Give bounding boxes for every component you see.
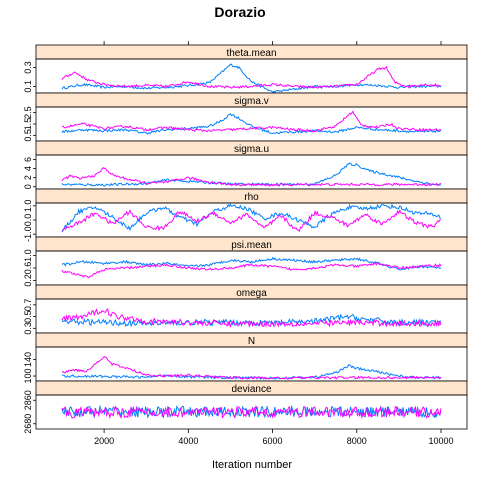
strip-label: sigma.u xyxy=(234,144,269,155)
y-tick-label: 0.3 xyxy=(23,61,33,74)
strip-label: psi.mean xyxy=(231,240,272,251)
y-tick-label: 0.0 xyxy=(23,214,33,227)
trace-series-1 xyxy=(61,203,442,233)
trace-series-1 xyxy=(61,162,442,187)
strip-label: theta.mean xyxy=(226,48,276,59)
y-tick-label: 1.5 xyxy=(23,118,33,131)
x-tick-label: 6000 xyxy=(263,436,283,446)
x-tick-label: 8000 xyxy=(347,436,367,446)
y-tick-label: 0.2 xyxy=(23,274,33,287)
panel-psi-mean: psi.mean 0.20.61.0 xyxy=(23,236,468,287)
strip-label: rho xyxy=(244,192,259,203)
y-tick-label: 0.5 xyxy=(23,310,33,323)
x-tick-label: 10000 xyxy=(428,436,453,446)
y-tick-label: 1.0 xyxy=(23,200,33,213)
trace-series-2 xyxy=(61,355,442,380)
trace-series-2 xyxy=(61,65,442,90)
strip-label: N xyxy=(248,336,255,347)
y-tick-label: 0.7 xyxy=(23,299,33,312)
y-tick-label: 0.5 xyxy=(23,129,33,142)
trace-series-2 xyxy=(61,405,442,420)
strip-label: sigma.v xyxy=(234,96,268,107)
trace-series-2 xyxy=(61,308,442,329)
panel-frame xyxy=(35,202,468,238)
panel-sigma-u: sigma.u 0 2 4 6 xyxy=(23,140,468,190)
y-tick-label: 1.0 xyxy=(23,249,33,262)
panel-stack: theta.mean0.10.3sigma.v0.51.52.5sigma.u0… xyxy=(23,44,468,434)
panel-rho: rho -1.00.01.0 xyxy=(23,188,468,242)
trace-series-2 xyxy=(61,209,441,233)
trace-series-2 xyxy=(61,110,442,133)
trace-series-1 xyxy=(61,364,442,381)
panel-omega: omega 0.30.50.7 xyxy=(23,284,468,335)
panel-sigma-v: sigma.v 0.51.52.5 xyxy=(23,92,468,142)
y-tick-label: -1.0 xyxy=(23,226,33,242)
y-tick-label: 140 xyxy=(23,352,33,367)
y-tick-label: 2 xyxy=(23,175,33,180)
trace-series-2 xyxy=(61,167,441,187)
y-tick-label: 0.1 xyxy=(23,80,33,93)
chart-title: Dorazio xyxy=(214,4,265,20)
strip-label: deviance xyxy=(231,384,271,395)
panel-frame xyxy=(35,298,468,334)
y-tick-label: 6 xyxy=(23,157,33,162)
trace-series-2 xyxy=(61,261,442,279)
panel-frame xyxy=(35,394,468,430)
trace-series-1 xyxy=(61,313,442,328)
y-tick-label: 100 xyxy=(23,369,33,384)
x-tick-label: 4000 xyxy=(178,436,198,446)
y-tick-label: 2680 xyxy=(23,414,33,434)
panel-N: N 100 140 xyxy=(23,332,468,384)
panel-frame xyxy=(35,106,468,142)
strip-label: omega xyxy=(236,288,267,299)
y-tick-label: 0.3 xyxy=(23,322,33,335)
y-tick-label: 0 xyxy=(23,184,33,189)
y-tick-label: 0.6 xyxy=(23,262,33,275)
panel-theta-mean: theta.mean 0.1 0.3 xyxy=(23,44,468,94)
x-axis-label: Iteration number xyxy=(212,459,292,471)
panel-deviance: deviance 2680 2860 xyxy=(23,380,468,434)
x-axis: 2000 4000 6000 8000 10000 xyxy=(94,41,454,446)
trace-series-1 xyxy=(61,112,442,135)
y-tick-label: 4 xyxy=(23,166,33,171)
y-tick-label: 2.5 xyxy=(23,106,33,119)
y-tick-label: 2860 xyxy=(23,390,33,410)
x-tick-label: 2000 xyxy=(94,436,114,446)
